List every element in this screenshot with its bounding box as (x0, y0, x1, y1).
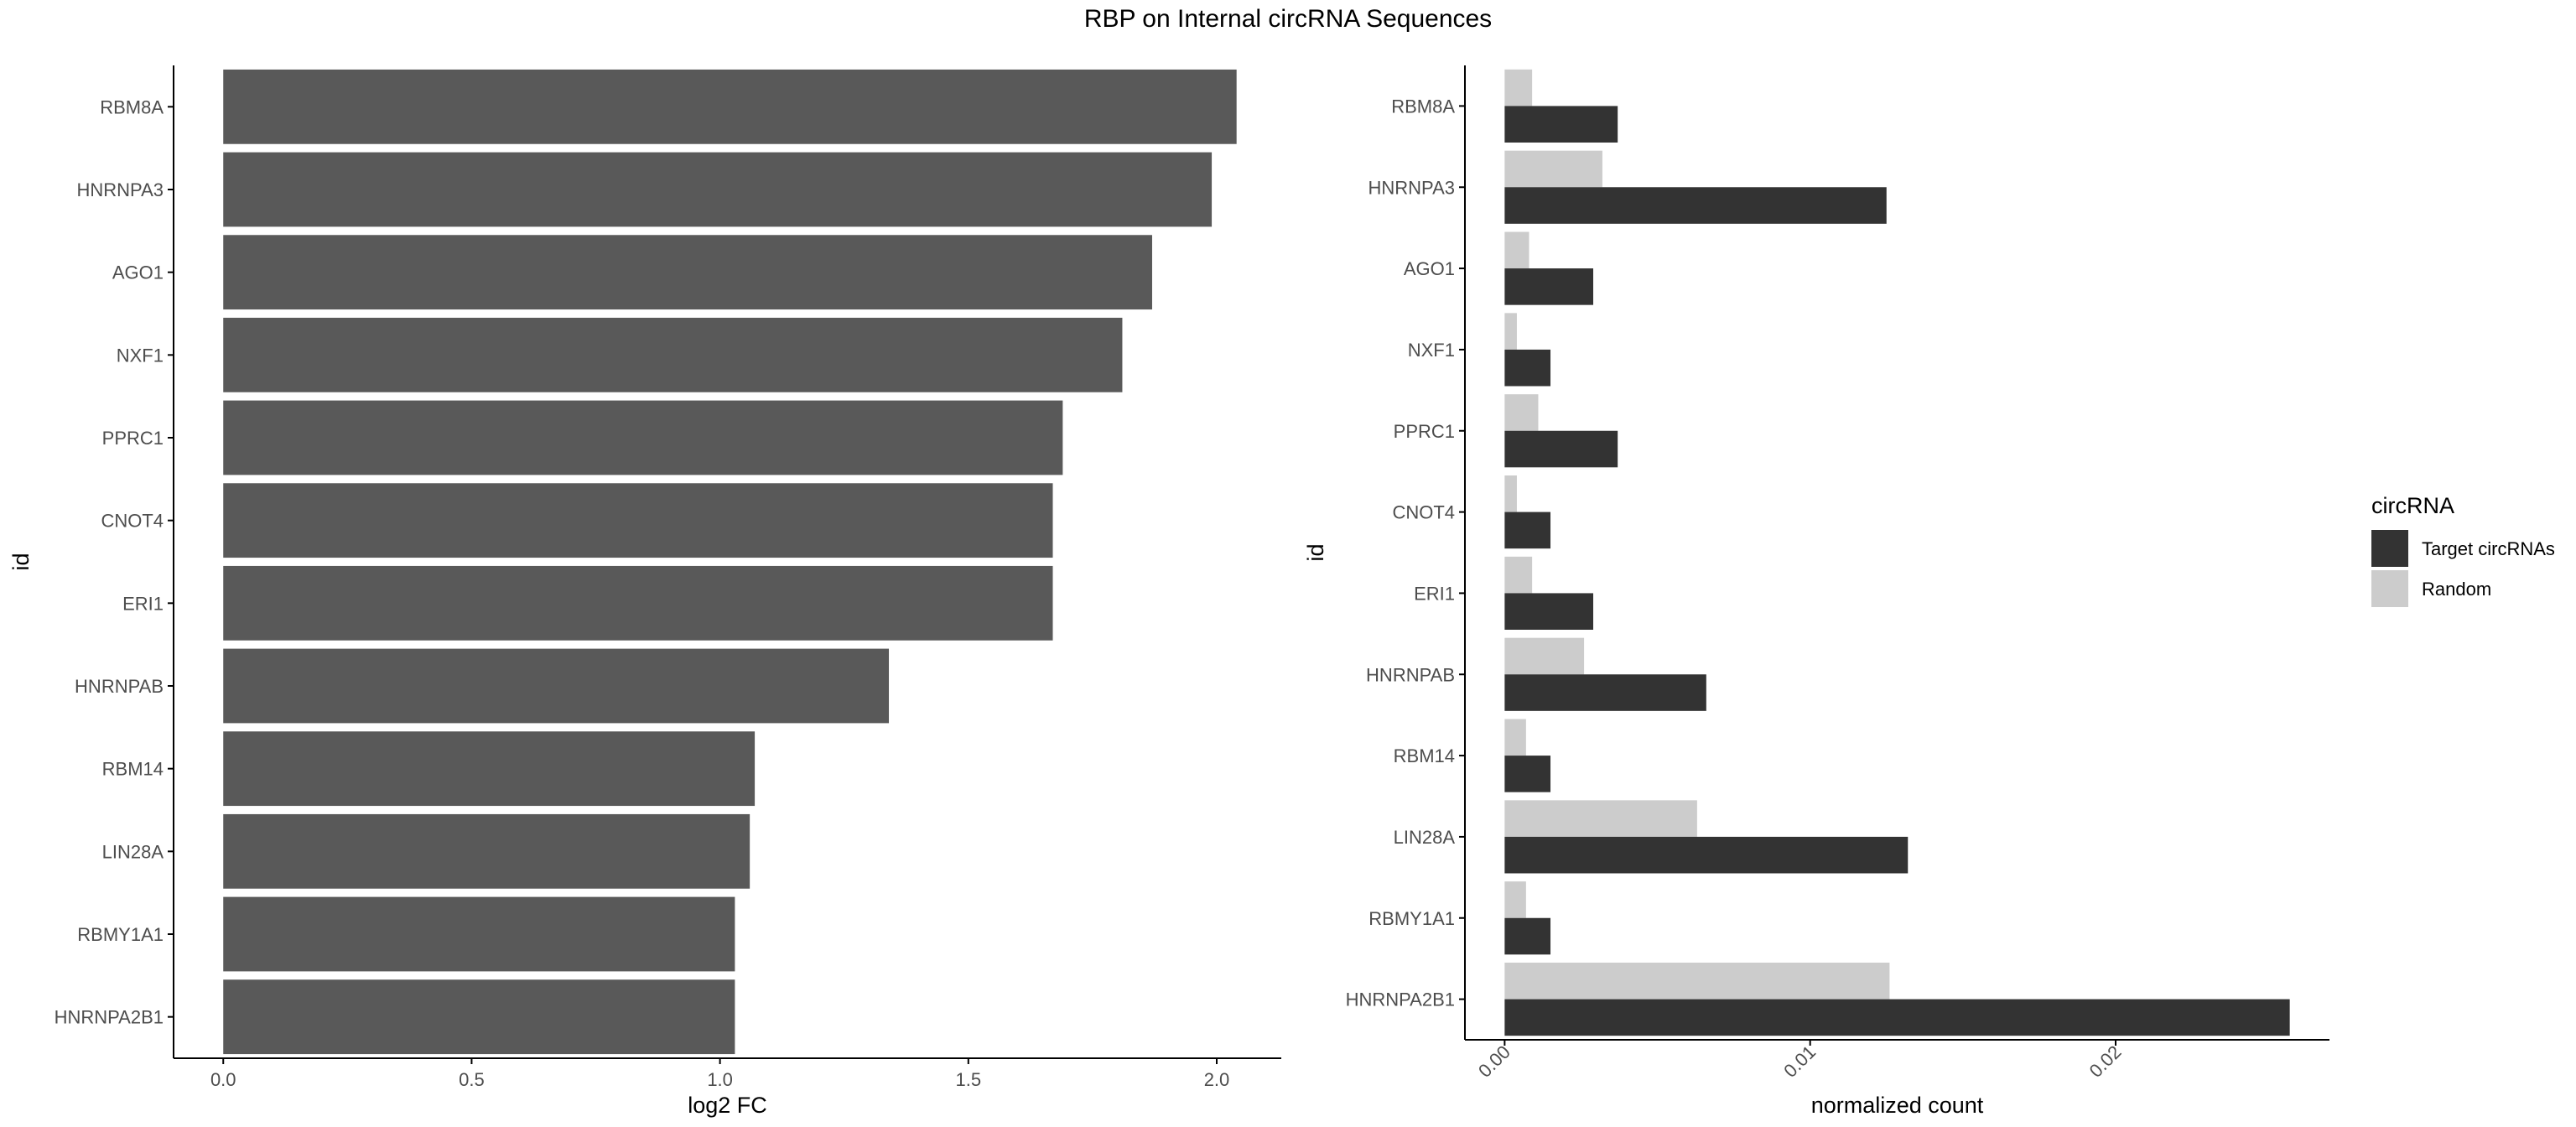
legend-key-label: Target circRNAs (2422, 538, 2555, 559)
bar-target-rbm8a (1504, 106, 1618, 143)
bar-random-rbm14 (1504, 719, 1526, 756)
bar-ago1 (223, 235, 1152, 310)
bar-target-hnrnpa2b1 (1504, 999, 2290, 1036)
y-tick-label: HNRNPAB (75, 676, 164, 697)
bar-random-hnrnpa3 (1504, 150, 1602, 188)
bar-random-pprc1 (1504, 394, 1539, 431)
bar-random-nxf1 (1504, 313, 1517, 350)
y-tick-label: NXF1 (117, 345, 164, 366)
y-tick-label: HNRNPA3 (76, 179, 164, 200)
y-tick-label: ERI1 (1414, 583, 1455, 604)
y-tick-label: PPRC1 (102, 428, 164, 449)
y-tick-label: CNOT4 (1392, 502, 1455, 523)
x-tick-label: 1.0 (707, 1069, 733, 1090)
x-axis-title: normalized count (1811, 1093, 1984, 1118)
bar-target-ago1 (1504, 268, 1594, 305)
bar-hnrnpa2b1 (223, 979, 735, 1055)
y-tick-label: AGO1 (112, 262, 164, 283)
x-tick-label: 1.5 (956, 1069, 982, 1090)
bar-target-lin28a (1504, 836, 1909, 874)
y-tick-label: HNRNPA2B1 (55, 1007, 164, 1028)
bar-cnot4 (223, 483, 1053, 558)
bar-random-hnrnpab (1504, 637, 1585, 675)
bar-target-nxf1 (1504, 349, 1551, 387)
bar-random-hnrnpa2b1 (1504, 963, 1890, 1000)
bar-hnrnpa3 (223, 152, 1213, 227)
bar-target-hnrnpa3 (1504, 187, 1887, 224)
y-tick-label: RBM8A (100, 96, 164, 117)
y-tick-label: LIN28A (1394, 827, 1456, 848)
y-tick-label: LIN28A (102, 841, 164, 862)
y-tick-label: PPRC1 (1394, 421, 1455, 442)
bar-target-pprc1 (1504, 430, 1618, 468)
y-tick-label: HNRNPAB (1366, 664, 1455, 685)
x-tick-label: 0.0 (210, 1069, 236, 1090)
y-tick-label: HNRNPA3 (1368, 177, 1455, 198)
bar-target-cnot4 (1504, 512, 1551, 549)
y-tick-label: AGO1 (1404, 258, 1455, 279)
bar-target-rbmy1a1 (1504, 917, 1551, 955)
y-tick-label: NXF1 (1408, 340, 1455, 361)
bar-eri1 (223, 565, 1053, 641)
bar-random-rbmy1a1 (1504, 881, 1526, 918)
bar-rbm8a (223, 69, 1237, 144)
bar-rbm14 (223, 731, 756, 807)
y-axis-title: id (1303, 543, 1328, 561)
y-tick-label: RBMY1A1 (1368, 908, 1455, 929)
normalized-count-bar-panel: RBM8A HNRNPA3 AGO1 NXF1 PPRC1 CNOT4 ERI1 HNRNPA… (1303, 65, 2329, 1118)
bar-random-eri1 (1504, 556, 1533, 594)
x-tick-label: 2.0 (1204, 1069, 1230, 1090)
bar-target-hnrnpab (1504, 674, 1706, 711)
y-tick-label: HNRNPA2B1 (1346, 989, 1455, 1010)
bar-nxf1 (223, 317, 1123, 392)
legend-title: circRNA (2371, 493, 2454, 518)
bar-target-rbm14 (1504, 756, 1551, 792)
legend-key-swatch (2371, 570, 2408, 607)
bar-pprc1 (223, 400, 1063, 475)
bar-target-eri1 (1504, 593, 1594, 630)
bar-random-rbm8a (1504, 69, 1533, 106)
circrna-legend: circRNA Target circRNAs Random (2371, 493, 2555, 607)
plot-title: RBP on Internal circRNA Sequences (1084, 5, 1492, 33)
legend-key-label: Random (2422, 579, 2491, 600)
bar-random-lin28a (1504, 800, 1697, 837)
bar-random-cnot4 (1504, 475, 1517, 512)
y-tick-label: CNOT4 (101, 511, 164, 532)
y-tick-label: RBM14 (102, 759, 164, 780)
log2fc-bar-panel: RBM8A HNRNPA3 AGO1 NXF1 PPRC1 CNOT4 ERI1 HNRNPA… (8, 65, 1281, 1118)
y-tick-label: ERI1 (122, 593, 164, 614)
y-axis-title: id (8, 553, 34, 570)
bar-rbmy1a1 (223, 896, 735, 972)
y-tick-label: RBMY1A1 (77, 924, 164, 945)
x-axis-title: log2 FC (688, 1093, 767, 1118)
y-tick-label: RBM8A (1391, 96, 1455, 117)
bar-hnrnpab (223, 648, 890, 724)
bar-lin28a (223, 813, 750, 889)
bar-random-ago1 (1504, 231, 1530, 269)
y-tick-label: RBM14 (1394, 745, 1455, 766)
legend-key-swatch (2371, 530, 2408, 567)
x-tick-label: 0.5 (459, 1069, 485, 1090)
